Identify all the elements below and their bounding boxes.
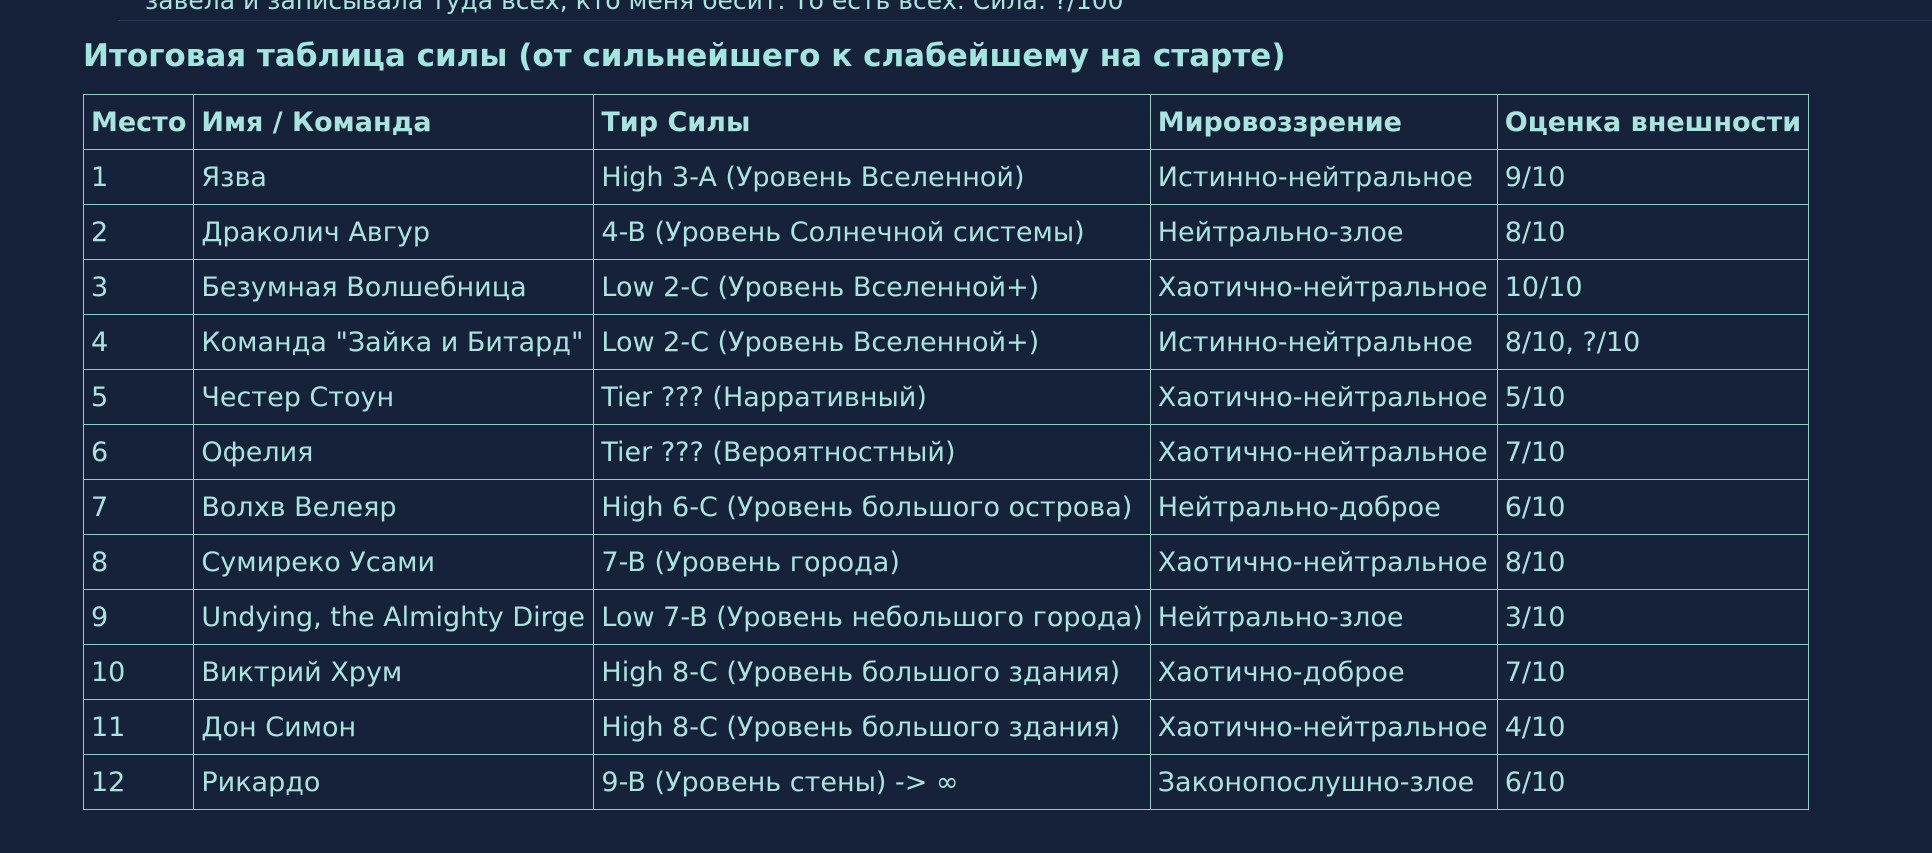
table-cell: 1 [82,149,195,205]
table-cell: Low 7-B (Уровень небольшого города) [593,589,1151,645]
table-cell: Low 2-C (Уровень Вселенной+) [593,259,1151,315]
table-cell: Истинно-нейтральное [1149,314,1498,370]
table-cell: Хаотично-нейтральное [1149,534,1498,590]
table-cell: 10/10 [1496,259,1810,315]
header-row: Место Имя / Команда Тир Силы Мировоззрение О… [82,94,1810,150]
table-cell: Честер Стоун [193,369,595,425]
header-cell: Тир Силы [593,94,1151,150]
table-cell: 7/10 [1496,644,1810,700]
table-cell: 7/10 [1496,424,1810,480]
table-cell: 9/10 [1496,149,1810,205]
table-row: 2 Драколич Авгур 4-B (Уровень Солнечной си… [82,204,1810,260]
table-cell: Tier ??? (Вероятностный) [593,424,1151,480]
table-row: 7 Волхв Велеяр High 6-C (Уровень большого … [82,479,1810,535]
table-cell: 8/10 [1496,534,1810,590]
power-table: Место Имя / Команда Тир Силы Мировоззрение О… [82,94,1810,810]
table-row: 11 Дон Симон High 8-C (Уровень большого зд… [82,699,1810,755]
intro-text: завела и записывала туда всех, кто меня … [145,0,1124,15]
header-cell: Мировоззрение [1149,94,1498,150]
table-cell: Дон Симон [193,699,595,755]
header-cell: Место [82,94,195,150]
table-title: Итоговая таблица силы (от сильнейшего к … [83,38,1286,74]
table-cell: 7 [82,479,195,535]
table-cell: 12 [82,754,195,810]
table-cell: Команда "Зайка и Битард" [193,314,595,370]
table-cell: 8 [82,534,195,590]
table-cell: 6/10 [1496,479,1810,535]
table-cell: 7-B (Уровень города) [593,534,1151,590]
table-cell: Безумная Волшебница [193,259,595,315]
table-cell: 6/10 [1496,754,1810,810]
table-row: 4 Команда "Зайка и Битард" Low 2-C (Уровен… [82,314,1810,370]
table-cell: 9-B (Уровень стены) -> ∞ [593,754,1151,810]
table-cell: 8/10 [1496,204,1810,260]
table-body: 1 Язва High 3-A (Уровень Вселенной) Истинно… [82,149,1810,810]
table-cell: 10 [82,644,195,700]
header-cell: Оценка внешности [1496,94,1810,150]
table-row: 8 Сумиреко Усами 7-B (Уровень города) Хаоти… [82,534,1810,590]
separator [118,20,1932,21]
table-cell: Истинно-нейтральное [1149,149,1498,205]
table-row: 5 Честер Стоун Tier ??? (Нарративный) Хаоти… [82,369,1810,425]
table-cell: Low 2-C (Уровень Вселенной+) [593,314,1151,370]
table-cell: 5 [82,369,195,425]
table-row: 10 Виктрий Хрум High 8-C (Уровень большого… [82,644,1810,700]
table-cell: High 8-C (Уровень большого здания) [593,644,1151,700]
table-cell: Драколич Авгур [193,204,595,260]
header-cell: Имя / Команда [193,94,595,150]
table-cell: 2 [82,204,195,260]
table-cell: High 8-C (Уровень большого здания) [593,699,1151,755]
table-cell: Рикардо [193,754,595,810]
table-cell: 8/10, ?/10 [1496,314,1810,370]
table-cell: 4/10 [1496,699,1810,755]
table-cell: Виктрий Хрум [193,644,595,700]
table-cell: 9 [82,589,195,645]
table-cell: 3 [82,259,195,315]
table-cell: Нейтрально-злое [1149,204,1498,260]
table-cell: 4 [82,314,195,370]
table-row: 9 Undying, the Almighty Dirge Low 7-B (Уро… [82,589,1810,645]
table-cell: High 3-A (Уровень Вселенной) [593,149,1151,205]
table-cell: Хаотично-нейтральное [1149,424,1498,480]
table-cell: Нейтрально-злое [1149,589,1498,645]
table-row: 12 Рикардо 9-B (Уровень стены) -> ∞ Законоп… [82,754,1810,810]
table-row: 1 Язва High 3-A (Уровень Вселенной) Истинно… [82,149,1810,205]
table-row: 6 Офелия Tier ??? (Вероятностный) Хаотично-… [82,424,1810,480]
table-cell: Undying, the Almighty Dirge [193,589,595,645]
table-cell: High 6-C (Уровень большого острова) [593,479,1151,535]
table-cell: 4-B (Уровень Солнечной системы) [593,204,1151,260]
table-cell: Хаотично-нейтральное [1149,699,1498,755]
table-cell: Волхв Велеяр [193,479,595,535]
table-cell: Хаотично-доброе [1149,644,1498,700]
table-cell: Язва [193,149,595,205]
table-cell: 3/10 [1496,589,1810,645]
table-cell: Законопослушно-злое [1149,754,1498,810]
table-cell: 11 [82,699,195,755]
table-cell: Хаотично-нейтральное [1149,259,1498,315]
table-cell: Офелия [193,424,595,480]
table-cell: Нейтрально-доброе [1149,479,1498,535]
table-cell: Tier ??? (Нарративный) [593,369,1151,425]
table-cell: 5/10 [1496,369,1810,425]
table-cell: Хаотично-нейтральное [1149,369,1498,425]
table-cell: 6 [82,424,195,480]
table-cell: Сумиреко Усами [193,534,595,590]
table-row: 3 Безумная Волшебница Low 2-C (Уровень Все… [82,259,1810,315]
